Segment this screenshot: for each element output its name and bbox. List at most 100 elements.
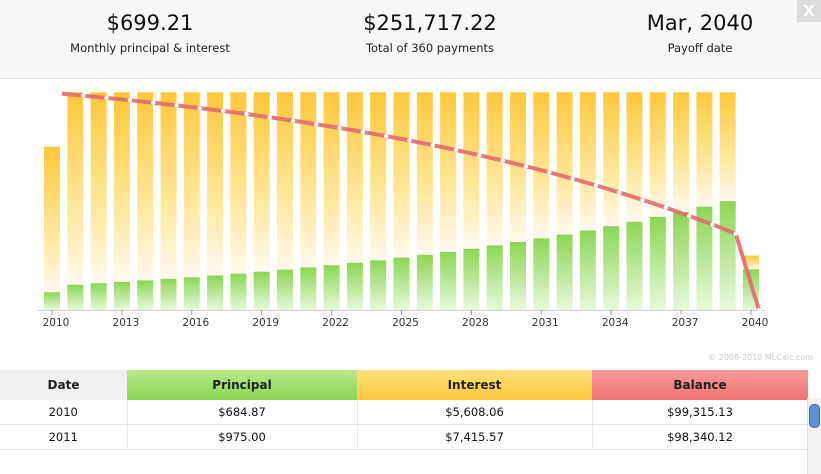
balance-point [127, 98, 133, 103]
interest-bar [230, 92, 247, 274]
principal-bar [323, 265, 340, 310]
balance-point [407, 138, 412, 143]
interest-bar [603, 92, 620, 227]
interest-bar [393, 92, 410, 258]
interest-bar [370, 92, 387, 261]
interest-header[interactable]: Interest [357, 370, 592, 400]
interest-bar [673, 92, 690, 213]
row-balance: $99,315.13 [592, 400, 809, 425]
x-tick-label: 2019 [252, 317, 279, 329]
interest-bar [579, 92, 596, 231]
balance-point [570, 176, 575, 181]
principal-bar [300, 267, 317, 310]
date-header[interactable]: Date [0, 370, 127, 400]
amortization-chart: 2010 2013 2016 2019 2022 2025 2028 2031 2034 2037… [38, 91, 768, 329]
chart-bars [44, 92, 759, 310]
monthly-payment-value: $699.21 [106, 11, 194, 35]
principal-bar [533, 238, 550, 310]
table-scrollbar[interactable] [807, 398, 821, 474]
interest-bar [253, 92, 270, 272]
principal-bar [183, 277, 200, 310]
interest-bar [486, 92, 503, 246]
close-button[interactable]: X [797, 0, 821, 22]
x-tick-label: 2025 [392, 317, 419, 329]
table-header-row: Date Principal Interest Balance [0, 370, 808, 400]
principal-bar [673, 212, 690, 310]
interest-bar [719, 92, 736, 202]
principal-bar [486, 245, 503, 310]
principal-bar [230, 273, 247, 310]
interest-bar [207, 92, 224, 276]
interest-bar [463, 92, 480, 249]
interest-bar [649, 92, 666, 217]
principal-bar [696, 206, 713, 310]
balance-point [710, 222, 715, 227]
row-interest: $5,608.06 [357, 400, 593, 425]
monthly-payment-label: Monthly principal & interest [70, 41, 230, 55]
x-tick-label: 2022 [322, 317, 349, 329]
balance-point [244, 111, 249, 117]
principal-bar [90, 283, 107, 310]
x-tick-label: 2034 [602, 317, 629, 329]
principal-bar [44, 292, 60, 310]
balance-point [547, 170, 552, 175]
balance-point [733, 231, 738, 236]
balance-line [57, 91, 762, 313]
monthly-payment-stat: $699.21 Monthly principal & interest [40, 8, 260, 58]
principal-bar [416, 254, 433, 310]
interest-bar [300, 92, 317, 268]
principal-bar [160, 278, 177, 310]
balance-point [477, 152, 482, 158]
interest-bar [556, 92, 573, 235]
balance-point [640, 197, 645, 203]
payoff-date-value: Mar, 2040 [646, 11, 754, 35]
balance-point [290, 118, 296, 123]
scrollbar-thumb[interactable] [809, 404, 820, 428]
x-tick-label: 2040 [742, 317, 769, 329]
table-row: 2010 $684.87 $5,608.06 $99,315.13 [0, 400, 809, 425]
total-payments-value: $251,717.22 [363, 11, 497, 35]
balance-point [686, 213, 692, 219]
x-tick-label: 2013 [113, 317, 140, 329]
interest-bar [160, 92, 177, 279]
balance-point [314, 122, 319, 127]
balance-point [663, 205, 668, 210]
x-tick-label: 2010 [43, 317, 70, 329]
interest-bar [67, 92, 84, 285]
balance-header[interactable]: Balance [592, 370, 808, 400]
principal-bar [113, 281, 130, 310]
copyright-text: © 2008-2010 MLCalc.com [708, 353, 813, 362]
principal-bar [603, 226, 620, 310]
balance-point [360, 129, 366, 135]
principal-bar [556, 234, 573, 310]
x-tick-label: 2037 [672, 317, 699, 329]
balance-point [174, 103, 179, 108]
x-tick-label: 2031 [532, 317, 559, 329]
total-payments-stat: $251,717.22 Total of 360 payments [320, 8, 540, 58]
interest-bar [44, 146, 60, 293]
row-interest: $7,415.57 [357, 424, 593, 450]
principal-bar [207, 275, 224, 310]
balance-point [220, 108, 226, 114]
row-date: 2010 [0, 400, 128, 425]
interest-bar [113, 92, 130, 282]
principal-bar [719, 201, 736, 310]
principal-bar [253, 271, 270, 310]
balance-point [384, 133, 389, 139]
balance-point [104, 95, 109, 101]
principal-bar [67, 284, 84, 310]
balance-point [430, 142, 435, 148]
balance-point [593, 183, 599, 188]
x-tick-label: 2016 [182, 317, 209, 329]
interest-bar [440, 92, 457, 252]
x-axis: 2010 2013 2016 2019 2022 2025 2028 2031 2034 2037… [38, 310, 768, 329]
principal-bar [440, 251, 457, 310]
balance-point [453, 147, 459, 153]
principal-bar [393, 257, 410, 310]
balance-point [267, 115, 272, 120]
principal-bar [649, 216, 666, 310]
interest-bar [510, 92, 526, 243]
principal-header[interactable]: Principal [127, 370, 357, 400]
row-date: 2011 [0, 424, 128, 450]
interest-bar [416, 92, 433, 255]
